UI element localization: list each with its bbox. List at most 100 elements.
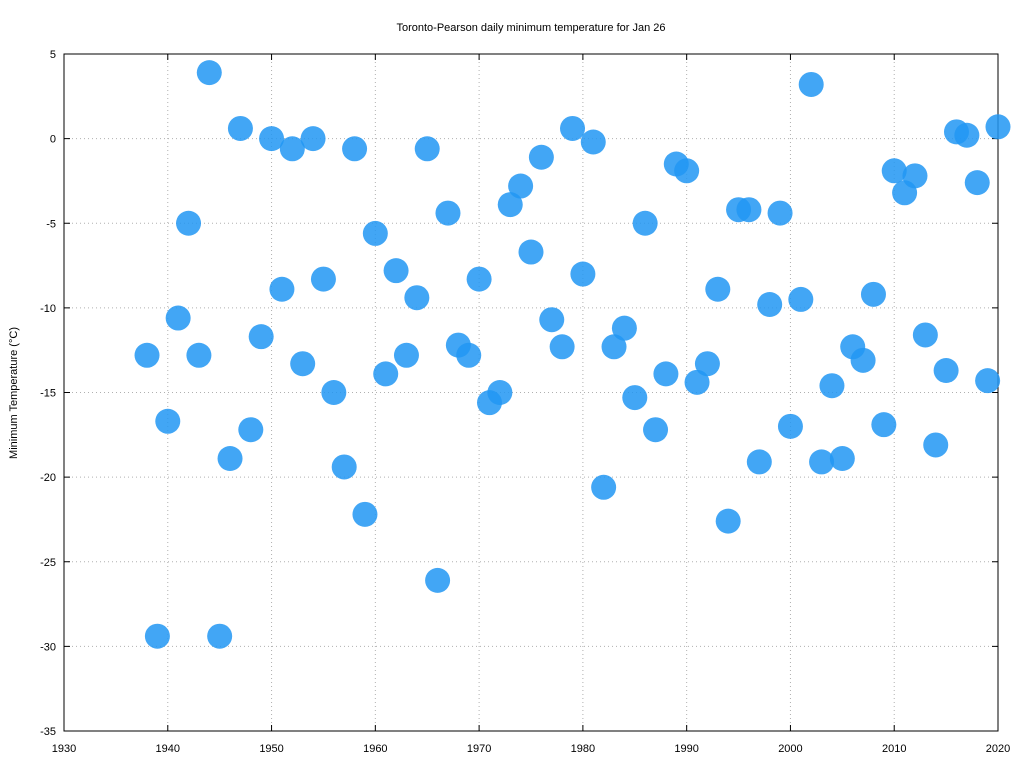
y-tick-label: -25	[40, 557, 56, 569]
data-point	[954, 122, 980, 148]
data-point	[342, 136, 368, 162]
data-point	[373, 361, 399, 387]
y-tick-label: 5	[50, 49, 56, 61]
data-point	[549, 334, 575, 360]
x-tick-label: 1960	[363, 743, 387, 755]
data-point	[674, 158, 700, 184]
data-point	[850, 347, 876, 373]
data-point	[414, 136, 440, 162]
y-tick-label: -20	[40, 472, 56, 484]
data-point	[466, 266, 492, 292]
data-point	[560, 115, 586, 141]
y-axis-label: Minimum Temperature (°C)	[8, 327, 20, 459]
data-point	[186, 342, 212, 368]
data-point	[310, 266, 336, 292]
data-point	[601, 334, 627, 360]
data-point	[352, 501, 378, 527]
data-point	[902, 163, 928, 189]
data-point	[539, 307, 565, 333]
data-point	[684, 369, 710, 395]
data-point	[321, 380, 347, 405]
data-point	[570, 261, 596, 287]
data-point	[238, 417, 264, 443]
data-point	[912, 322, 938, 348]
data-point	[528, 144, 554, 170]
data-point	[736, 197, 762, 223]
y-tick-label: -10	[40, 303, 56, 315]
data-point	[622, 385, 648, 411]
data-point	[425, 567, 451, 593]
tick-labels: 1930 1940 1950 1960 1970 1980 1990 2000 2010 2020…	[40, 49, 1010, 755]
data-point	[705, 276, 731, 302]
data-point	[290, 351, 316, 377]
x-tick-label: 1940	[156, 743, 180, 755]
x-tick-label: 2000	[778, 743, 802, 755]
x-tick-label: 2010	[882, 743, 906, 755]
data-point	[456, 342, 482, 368]
data-point	[881, 158, 907, 184]
data-point	[819, 373, 845, 399]
y-tick-label: 0	[50, 134, 56, 146]
data-point	[788, 286, 814, 312]
data-point	[933, 357, 959, 383]
data-point	[985, 114, 1011, 140]
data-point	[144, 623, 170, 649]
data-point	[393, 342, 419, 368]
data-point	[196, 60, 222, 86]
data-point	[767, 200, 793, 226]
x-tick-label: 1970	[467, 743, 491, 755]
data-point	[248, 324, 274, 350]
data-point	[508, 173, 534, 199]
data-point	[653, 361, 679, 387]
data-point	[611, 315, 637, 341]
data-point	[383, 258, 409, 284]
data-point	[155, 408, 181, 434]
y-tick-label: -35	[40, 726, 56, 738]
data-point	[497, 192, 523, 218]
chart-title: Toronto-Pearson daily minimum temperatur…	[396, 22, 665, 34]
data-point	[134, 342, 160, 368]
data-point	[643, 417, 669, 443]
data-point	[860, 281, 886, 307]
data-point	[694, 351, 720, 377]
data-point	[300, 126, 326, 152]
data-point	[777, 413, 803, 439]
data-point	[207, 623, 233, 649]
data-point	[518, 239, 544, 265]
data-point	[591, 474, 617, 500]
data-point	[362, 220, 388, 246]
data-point	[923, 432, 949, 458]
data-point	[227, 115, 253, 141]
data-point	[757, 291, 783, 317]
data-point	[829, 446, 855, 472]
data-point	[435, 200, 461, 226]
data-point	[964, 170, 990, 196]
data-point	[404, 285, 430, 311]
data-point	[331, 454, 357, 480]
x-tick-label: 1980	[571, 743, 595, 755]
x-tick-label: 2020	[986, 743, 1010, 755]
data-point	[715, 508, 741, 534]
grid-lines	[64, 54, 998, 731]
axes	[63, 53, 999, 732]
data-point	[798, 71, 824, 97]
y-tick-label: -30	[40, 641, 56, 653]
data-point	[632, 210, 658, 236]
data-point	[176, 210, 202, 236]
data-point	[975, 368, 1001, 394]
data-point	[746, 449, 772, 475]
data-point	[487, 380, 513, 405]
x-tick-label: 1990	[674, 743, 698, 755]
data-point	[279, 136, 305, 162]
plot-frame	[63, 53, 999, 732]
data-point	[269, 276, 295, 302]
data-point	[871, 412, 897, 438]
x-tick-label: 1950	[259, 743, 283, 755]
data-point	[809, 449, 835, 475]
data-point	[165, 305, 191, 331]
data-point	[259, 126, 285, 152]
data-points	[134, 60, 1011, 649]
data-point	[217, 446, 243, 472]
